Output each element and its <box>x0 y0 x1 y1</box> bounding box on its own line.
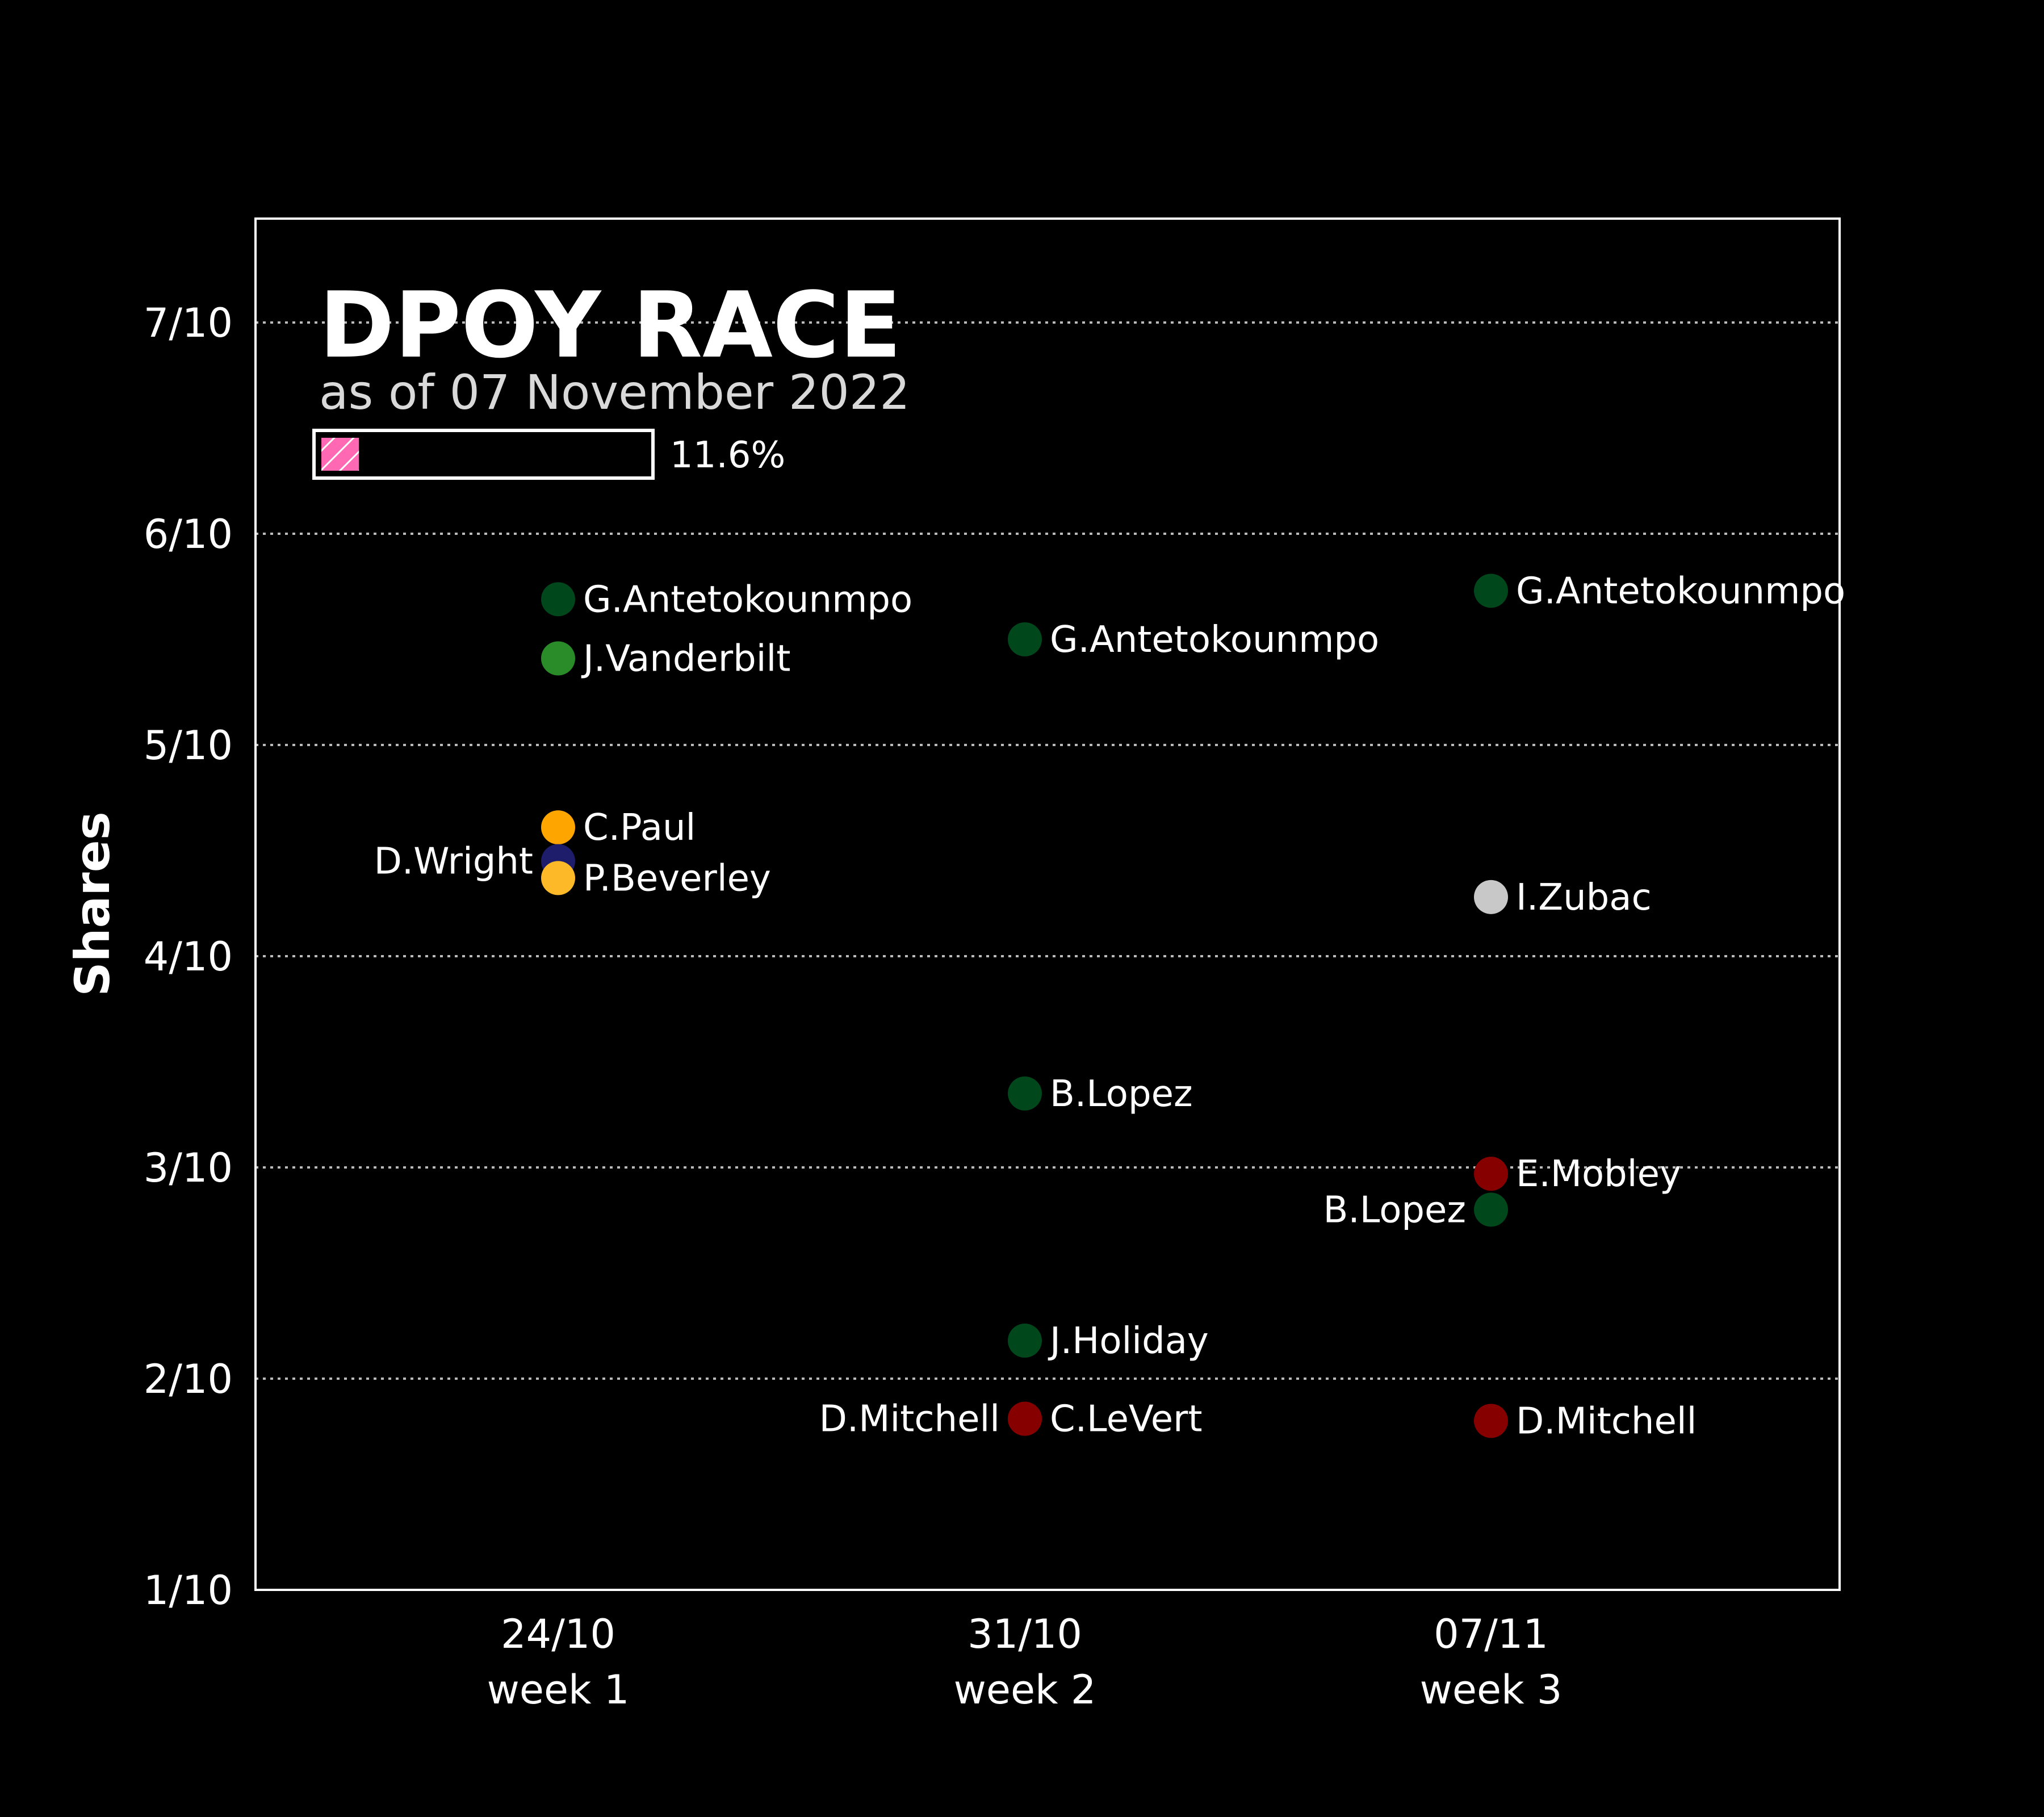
progress-bar-fill <box>321 438 359 471</box>
data-point <box>541 861 575 895</box>
x-tick-date: 24/10 <box>501 1611 615 1657</box>
y-tick-label: 2/10 <box>144 1356 233 1402</box>
point-label: B.Lopez <box>1323 1189 1466 1231</box>
y-tick-label: 1/10 <box>144 1567 233 1614</box>
data-point <box>541 582 575 617</box>
point-label: G.Antetokounmpo <box>583 579 912 621</box>
y-tick-labels: 1/10 2/10 3/10 4/10 5/10 6/10 7/10 <box>144 300 233 1614</box>
x-tick-week: week 2 <box>954 1667 1096 1713</box>
chart-title: DPOY RACE <box>319 272 902 378</box>
x-tick-labels: 24/10 week 1 31/10 week 2 07/11 week 3 <box>487 1611 1563 1713</box>
data-point <box>1474 1404 1508 1438</box>
point-label: C.Paul <box>583 807 696 849</box>
progress-percent: 11.6% <box>670 434 785 476</box>
y-tick-label: 6/10 <box>144 511 233 558</box>
data-point <box>1474 880 1508 914</box>
point-label: C.LeVert <box>1050 1399 1203 1441</box>
point-label: G.Antetokounmpo <box>1050 619 1379 661</box>
point-label: E.Mobley <box>1516 1153 1681 1195</box>
data-point <box>541 810 575 845</box>
point-label: P.Beverley <box>583 857 771 899</box>
data-point <box>1008 622 1042 656</box>
point-label: J.Holiday <box>1048 1320 1209 1362</box>
point-label: D.Mitchell <box>819 1399 1000 1441</box>
x-tick-week: week 1 <box>487 1667 630 1713</box>
point-label: I.Zubac <box>1516 877 1652 919</box>
x-tick-week: week 3 <box>1420 1667 1563 1713</box>
y-tick-label: 5/10 <box>144 722 233 769</box>
x-tick-date: 07/11 <box>1434 1611 1548 1657</box>
y-tick-label: 4/10 <box>144 933 233 980</box>
data-point <box>1008 1324 1042 1358</box>
data-points: G.Antetokounmpo J.Vanderbilt C.Paul D.Wrigh… <box>374 570 1846 1442</box>
grid-layer <box>256 321 1840 1380</box>
data-point <box>1008 1076 1042 1111</box>
data-point <box>1474 573 1508 608</box>
point-label: B.Lopez <box>1050 1073 1193 1115</box>
point-label: J.Vanderbilt <box>581 638 790 680</box>
data-point <box>1474 1157 1508 1191</box>
point-label: D.Mitchell <box>1516 1400 1697 1442</box>
data-point <box>541 641 575 676</box>
y-tick-label: 7/10 <box>144 300 233 346</box>
plot-frame <box>254 217 1841 1591</box>
data-point <box>1474 1192 1508 1227</box>
y-axis-label: Shares <box>65 811 120 996</box>
point-label: G.Antetokounmpo <box>1516 570 1845 612</box>
progress-bar-track <box>312 429 655 480</box>
data-point <box>1008 1401 1042 1436</box>
chart-subtitle: as of 07 November 2022 <box>319 365 910 420</box>
progress-indicator: 11.6% <box>312 429 785 480</box>
x-tick-date: 31/10 <box>967 1611 1082 1657</box>
point-label: D.Wright <box>374 841 533 883</box>
y-tick-label: 3/10 <box>144 1145 233 1191</box>
